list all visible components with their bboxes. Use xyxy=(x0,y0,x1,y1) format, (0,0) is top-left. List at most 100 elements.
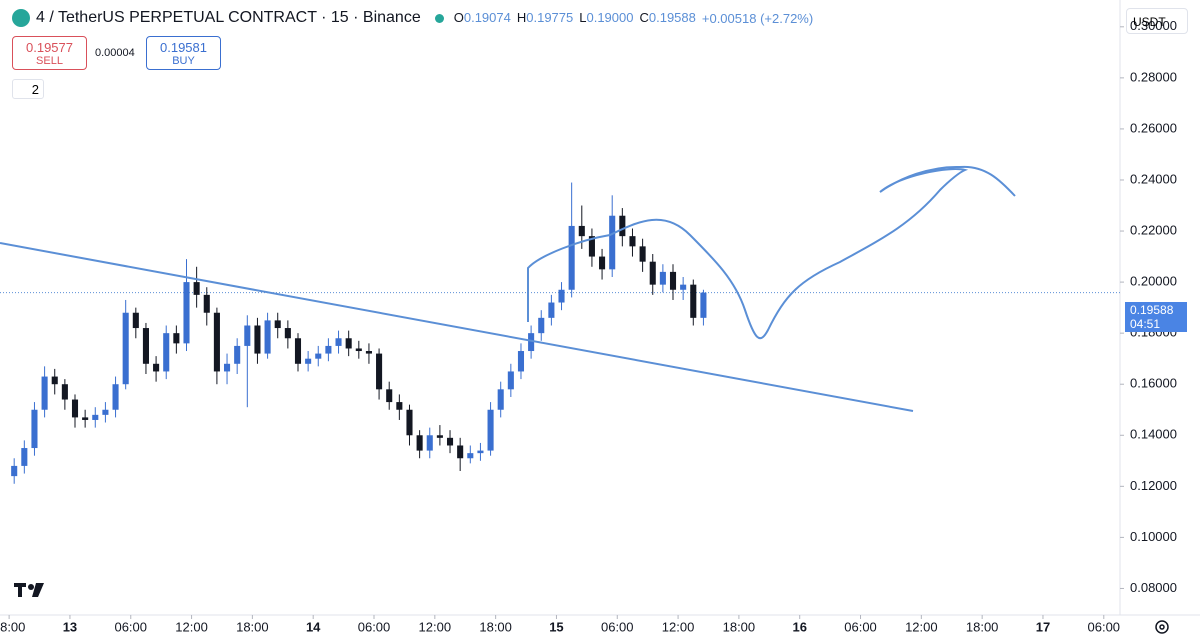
candle-body xyxy=(507,371,514,390)
candle-body xyxy=(517,351,525,372)
candle-body xyxy=(92,414,99,420)
buy-label: BUY xyxy=(172,55,195,67)
x-tick-label: 12:00 xyxy=(175,619,208,634)
x-tick-label: 12:00 xyxy=(662,619,695,634)
y-tick-label: 0.24000 xyxy=(1130,171,1177,186)
candle-body xyxy=(386,389,393,403)
buy-button[interactable]: 0.19581 BUY xyxy=(146,36,221,70)
candle-body xyxy=(335,338,342,346)
candle-body xyxy=(416,435,423,451)
candle-body xyxy=(51,376,58,385)
x-tick-label: 17 xyxy=(1036,619,1050,634)
candle-body xyxy=(264,320,271,354)
indicator-toggle[interactable]: 2 xyxy=(12,79,44,99)
candle-body xyxy=(376,353,383,390)
candle-body xyxy=(609,215,616,270)
plot xyxy=(0,26,1124,619)
ohlc-value: 0.19588 xyxy=(648,10,696,25)
candle-body xyxy=(497,389,504,410)
candle-body xyxy=(457,445,464,459)
ohlc-key: H xyxy=(516,10,527,25)
x-tick-label: 12:00 xyxy=(905,619,938,634)
currency-selector[interactable]: USDT xyxy=(1126,8,1188,34)
candle-body xyxy=(406,409,413,436)
candle-body xyxy=(41,376,48,410)
candle-body xyxy=(629,236,636,247)
settings-icon[interactable] xyxy=(1155,620,1169,634)
candle-body xyxy=(487,409,494,451)
ohlc-key: O xyxy=(453,10,464,25)
candle-body xyxy=(274,320,281,329)
candle-body xyxy=(365,351,372,354)
y-tick-label: 0.16000 xyxy=(1130,376,1177,391)
indicator-count: 2 xyxy=(31,82,39,97)
candle-body xyxy=(315,353,322,359)
sell-button[interactable]: 0.19577 SELL xyxy=(12,36,87,70)
candle-body xyxy=(558,289,565,303)
candle-body xyxy=(669,271,677,290)
x-tick-label: 06:00 xyxy=(1088,619,1121,634)
y-tick-label: 0.08000 xyxy=(1130,580,1177,595)
ohlc-key: L xyxy=(579,10,587,25)
candle-body xyxy=(639,246,646,262)
candle-body xyxy=(467,453,474,459)
y-tick-label: 0.22000 xyxy=(1130,222,1177,237)
symbol-title: 4 / TetherUS PERPETUAL CONTRACT · 15 · B… xyxy=(36,9,421,26)
candle-body xyxy=(244,325,251,346)
candle-body xyxy=(122,312,129,385)
candle-body xyxy=(325,345,332,354)
candle-body xyxy=(538,317,545,334)
candle-body xyxy=(355,348,362,352)
spread: 0.00004 xyxy=(95,47,135,59)
currency: USDT xyxy=(1133,15,1166,29)
x-tick-label: 12:00 xyxy=(419,619,452,634)
sell-price: 0.19577 xyxy=(26,40,73,55)
x-tick-label: 18:00 xyxy=(966,619,999,634)
x-tick-label: 14 xyxy=(306,619,321,634)
ohlc-item: C0.19588 xyxy=(639,10,695,25)
buy-price: 0.19581 xyxy=(160,40,207,55)
candle-body xyxy=(690,284,697,318)
x-tick-label: 18:00 xyxy=(479,619,512,634)
ohlc-item: O0.19074 xyxy=(454,10,511,25)
ohlc-value: 0.19000 xyxy=(586,10,634,25)
candle-body xyxy=(224,363,231,372)
y-tick-label: 0.28000 xyxy=(1130,69,1177,84)
y-tick-label: 0.26000 xyxy=(1130,120,1177,135)
sell-label: SELL xyxy=(36,55,63,67)
candle-body xyxy=(345,338,352,349)
candle-body xyxy=(163,333,170,372)
candle-body xyxy=(294,338,302,364)
x-tick-label: 15 xyxy=(549,619,563,634)
candle-body xyxy=(396,402,403,410)
symbol-logo xyxy=(12,9,30,27)
candle-body xyxy=(102,409,109,415)
x-tick-label: 18:00 xyxy=(0,619,25,634)
change: +0.00518 (+2.72%) xyxy=(701,10,814,26)
candle-body xyxy=(61,384,68,400)
candle-body xyxy=(153,363,160,372)
candle-body xyxy=(21,448,28,466)
x-tick-label: 06:00 xyxy=(358,619,391,634)
x-tick-label: 18:00 xyxy=(236,619,269,634)
candle-body xyxy=(71,399,79,418)
candle-body xyxy=(700,292,707,318)
ohlc-item: H0.19775 xyxy=(517,10,573,25)
candle-body xyxy=(142,328,149,364)
candle-body xyxy=(82,417,89,420)
candle-body xyxy=(213,312,220,372)
candle-body xyxy=(548,302,555,318)
x-tick-label: 13 xyxy=(63,619,77,634)
candle-body xyxy=(568,225,575,290)
y-tick-label: 0.14000 xyxy=(1130,427,1177,442)
candle-body xyxy=(193,282,200,295)
candle-body xyxy=(254,325,261,354)
candle-body xyxy=(649,261,656,285)
freehand-drawing xyxy=(527,165,1016,340)
candle-body xyxy=(436,435,443,438)
candle-body xyxy=(578,225,585,237)
symbol-header: 4 / TetherUS PERPETUAL CONTRACT · 15 · B… xyxy=(12,9,813,27)
ohlc-item: L0.19000 xyxy=(579,10,633,25)
candle-body xyxy=(446,437,454,446)
